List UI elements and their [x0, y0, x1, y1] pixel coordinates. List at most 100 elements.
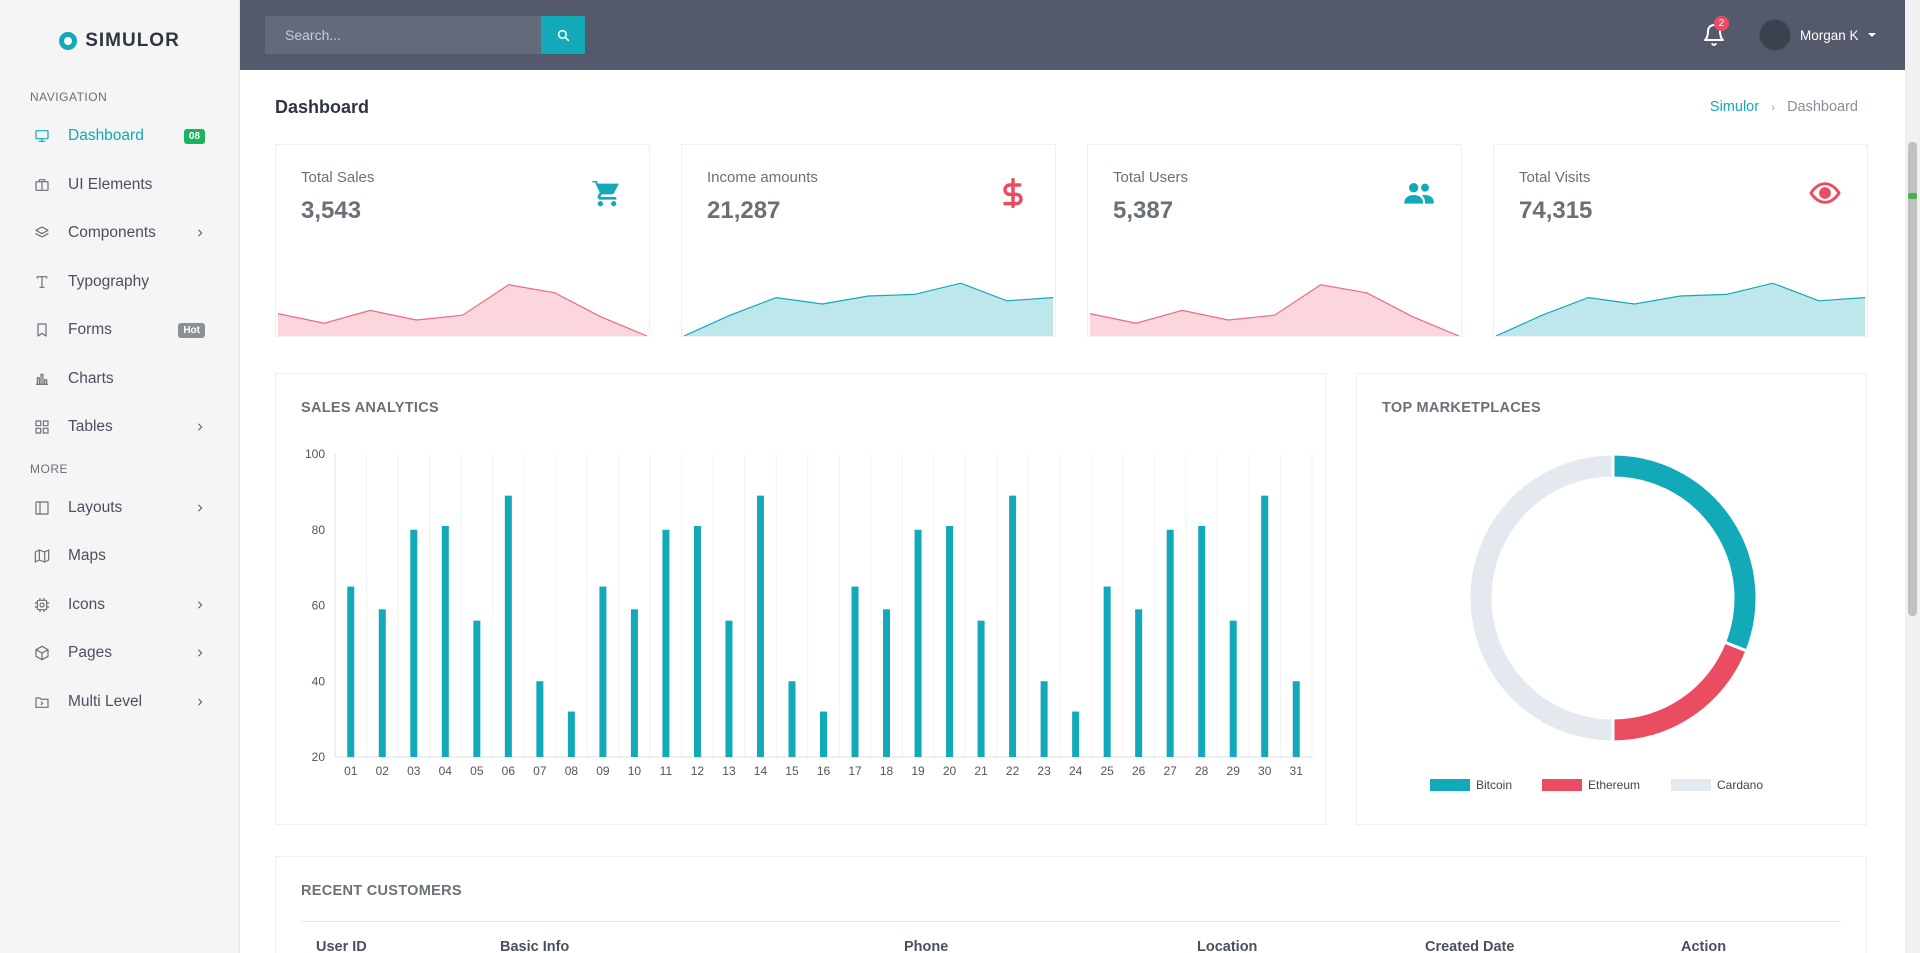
search-button[interactable] [541, 16, 585, 54]
sidebar-item-multi-level[interactable]: Multi Level [0, 678, 239, 727]
nav-list: Dashboard 08 UI Elements Components Typograp… [0, 112, 239, 452]
users-icon [1403, 177, 1435, 209]
sidebar-item-typography[interactable]: Typography [0, 258, 239, 307]
legend-label-cardano[interactable]: Cardano [1717, 778, 1763, 792]
sidebar-item-dashboard[interactable]: Dashboard 08 [0, 112, 239, 161]
sidebar-item-charts[interactable]: Charts [0, 355, 239, 404]
sidebar-item-components[interactable]: Components [0, 209, 239, 258]
bar[interactable] [977, 620, 985, 757]
donut-slice-ethereum[interactable] [1611, 640, 1749, 744]
column-header-phone[interactable]: Phone [904, 939, 949, 953]
dollar-icon [997, 177, 1029, 209]
layout-icon [34, 500, 50, 516]
x-tick-label: 31 [1290, 764, 1304, 778]
bar[interactable] [1198, 525, 1206, 757]
top-header: 2 Morgan K [240, 0, 1905, 70]
bar[interactable] [410, 529, 418, 757]
x-tick-label: 25 [1100, 764, 1114, 778]
donut-slice-cardano[interactable] [1467, 452, 1615, 744]
sparkline-area [1495, 283, 1866, 336]
donut-slice-bitcoin[interactable] [1611, 452, 1759, 653]
monitor-icon [34, 128, 50, 144]
bar[interactable] [1261, 495, 1269, 757]
sidebar-item-tables[interactable]: Tables [0, 403, 239, 452]
type-icon [34, 274, 50, 290]
bar[interactable] [946, 525, 954, 757]
sidebar-item-forms[interactable]: Forms Hot [0, 306, 239, 355]
stat-card-income-amounts: Income amounts 21,287 [681, 144, 1056, 337]
bar[interactable] [820, 711, 827, 757]
column-header-created-date[interactable]: Created Date [1425, 939, 1515, 953]
bar[interactable] [347, 586, 355, 757]
column-header-basic-info[interactable]: Basic Info [500, 939, 570, 953]
recent-customers-card: RECENT CUSTOMERS User ID Basic Info Phon… [275, 856, 1867, 953]
layers-icon [34, 225, 50, 241]
x-tick-label: 17 [848, 764, 862, 778]
sidebar-badge: Hot [178, 322, 205, 338]
sidebar-item-ui-elements[interactable]: UI Elements [0, 161, 239, 210]
sidebar-item-label: Forms [68, 321, 112, 339]
brand[interactable]: SIMULOR [0, 0, 239, 82]
sidebar-item-pages[interactable]: Pages [0, 629, 239, 678]
bar[interactable] [1009, 495, 1017, 757]
bar[interactable] [441, 525, 449, 757]
stat-value: 5,387 [1113, 197, 1174, 224]
bar[interactable] [1072, 711, 1080, 757]
bar[interactable] [630, 609, 638, 757]
sales-bar-chart: 20 40 60 80 100 01 02 03 04 05 06 07 08 09 10 11 12 13 14 1… [305, 447, 1313, 778]
bar[interactable] [536, 681, 544, 757]
bar[interactable] [567, 711, 575, 757]
bar[interactable] [883, 609, 891, 757]
column-header-location[interactable]: Location [1197, 939, 1258, 953]
bar[interactable] [473, 620, 481, 757]
sidebar-item-label: Icons [68, 595, 106, 613]
stat-card-total-sales: Total Sales 3,543 [275, 144, 650, 337]
bar[interactable] [1135, 609, 1143, 757]
x-tick-label: 21 [974, 764, 988, 778]
chevron-right-icon [195, 648, 205, 658]
stat-value: 74,315 [1519, 197, 1593, 224]
stat-title: Total Visits [1519, 169, 1591, 186]
bar[interactable] [1166, 529, 1174, 757]
bar[interactable] [1040, 681, 1048, 757]
bar[interactable] [725, 620, 733, 757]
sidebar-item-label: Layouts [68, 498, 123, 516]
bar[interactable] [851, 586, 859, 757]
x-tick-label: 27 [1163, 764, 1177, 778]
x-tick-label: 29 [1227, 764, 1241, 778]
search-input[interactable] [265, 16, 541, 54]
breadcrumb: Simulor › Dashboard [1710, 99, 1858, 115]
column-header-action[interactable]: Action [1681, 939, 1727, 953]
bar[interactable] [788, 681, 796, 757]
bar[interactable] [504, 495, 512, 757]
bar[interactable] [756, 495, 764, 757]
bar[interactable] [693, 525, 701, 757]
briefcase-icon [34, 177, 50, 193]
legend-label-ethereum[interactable]: Ethereum [1588, 778, 1640, 792]
bar[interactable] [1292, 681, 1300, 757]
page-scrollbar[interactable] [1905, 0, 1920, 953]
column-header-user-id[interactable]: User ID [316, 939, 367, 953]
scrollbar-thumb[interactable] [1908, 142, 1917, 616]
stat-sparkline [1495, 282, 1866, 336]
breadcrumb-link-home[interactable]: Simulor [1709, 99, 1760, 115]
chevron-right-icon [195, 422, 205, 432]
sales-analytics-title: SALES ANALYTICS [301, 400, 439, 416]
sparkline-area [683, 283, 1054, 336]
y-tick-label: 20 [312, 750, 326, 764]
bar[interactable] [378, 609, 386, 757]
x-tick-label: 20 [943, 764, 957, 778]
bar[interactable] [1103, 586, 1111, 757]
legend-label-bitcoin[interactable]: Bitcoin [1476, 778, 1512, 792]
bar[interactable] [599, 586, 607, 757]
user-menu[interactable]: Morgan K [1759, 19, 1876, 51]
chevron-right-icon [195, 228, 205, 238]
sidebar-item-layouts[interactable]: Layouts [0, 484, 239, 533]
bar[interactable] [1229, 620, 1237, 757]
bar[interactable] [914, 529, 922, 757]
bar[interactable] [662, 529, 670, 757]
sidebar-item-label: Dashboard [68, 127, 144, 145]
sidebar-item-icons[interactable]: Icons [0, 581, 239, 630]
x-tick-label: 03 [407, 764, 421, 778]
sidebar-item-maps[interactable]: Maps [0, 532, 239, 581]
